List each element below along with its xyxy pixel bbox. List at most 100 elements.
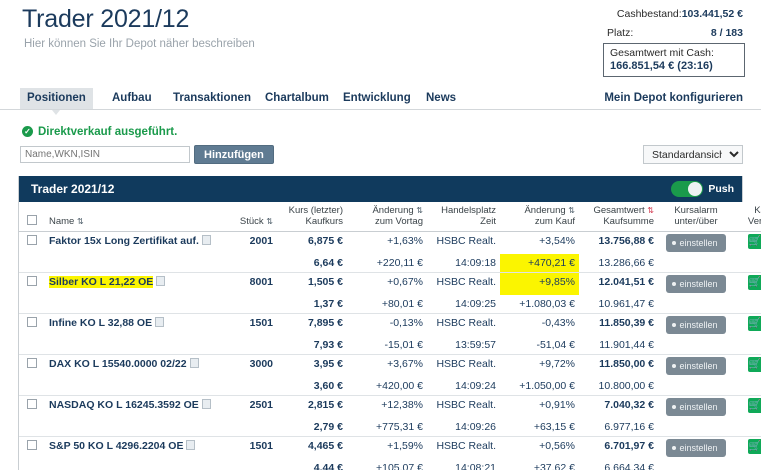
table-row-secondary: 1,37 € +80,01 €14:09:25 +1.080,03 €10.961,… <box>19 295 761 314</box>
tab-news[interactable]: News <box>419 88 463 109</box>
trade-actions-cell[interactable]: 🛒€ <box>734 232 761 255</box>
row-select-cell[interactable] <box>19 355 45 378</box>
instrument-name[interactable]: NASDAQ KO L 16245.3592 OE <box>49 399 199 411</box>
trade-actions-cell[interactable]: 🛒€ <box>734 437 761 460</box>
document-icon[interactable] <box>156 276 166 286</box>
set-alarm-label: einstellen <box>679 361 718 371</box>
buy-cart-icon[interactable]: 🛒 <box>747 275 761 290</box>
document-icon[interactable] <box>201 235 211 245</box>
document-icon[interactable] <box>201 399 211 409</box>
trade-actions-cell[interactable]: 🛒€ <box>734 355 761 378</box>
sort-icon[interactable]: ⇅ <box>416 206 423 215</box>
row-select-cell[interactable] <box>19 314 45 337</box>
push-toggle-group[interactable]: Push <box>671 181 734 197</box>
buy-cart-icon[interactable]: 🛒 <box>747 234 761 249</box>
zeit-value: 14:08:21 <box>427 459 500 470</box>
push-toggle[interactable] <box>671 181 704 197</box>
set-alarm-button[interactable]: einstellen <box>666 439 726 457</box>
col-vortag-line2: zum Vortag <box>374 216 423 227</box>
trade-actions-cell[interactable]: 🛒€ <box>734 396 761 419</box>
row-select-cell[interactable] <box>19 232 45 255</box>
row-select-cell[interactable] <box>19 396 45 419</box>
kursalarm-cell[interactable]: einstellen <box>658 396 734 419</box>
instrument-name[interactable]: Faktor 15x Long Zertifikat auf. <box>49 235 199 247</box>
sort-icon[interactable]: ⇅ <box>568 206 575 215</box>
kurs-letzter-value: 4,465 € <box>307 440 343 452</box>
tab-chartalbum[interactable]: Chartalbum <box>258 88 336 109</box>
positions-table: Name ⇅ Stück ⇅ Kurs (letzter) Kaufkurs Ä… <box>19 202 761 470</box>
document-icon[interactable] <box>155 317 165 327</box>
kurs-letzter-value: 3,95 € <box>313 358 343 370</box>
col-kaufverkauf-line2: Verkauf <box>747 216 761 227</box>
kursalarm-cell[interactable]: einstellen <box>658 355 734 378</box>
row-checkbox[interactable] <box>27 399 37 409</box>
row-checkbox[interactable] <box>27 235 37 245</box>
cash-balance-label: Cashbestand: <box>616 8 682 20</box>
trade-actions-cell[interactable]: 🛒€ <box>734 314 761 337</box>
sort-icon[interactable]: ⇅ <box>266 217 273 226</box>
row-select-cell[interactable] <box>19 437 45 460</box>
configure-depot-link[interactable]: Mein Depot konfigurieren <box>604 92 743 104</box>
kauf-pct-value: +9,72% <box>539 358 575 370</box>
col-select-all[interactable] <box>19 202 45 232</box>
stueck-value: 2001 <box>249 235 273 247</box>
kursalarm-cell[interactable]: einstellen <box>658 437 734 460</box>
add-button[interactable]: Hinzufügen <box>194 145 274 164</box>
status-message: ✓ Direktverkauf ausgeführt. <box>22 126 177 138</box>
view-select[interactable]: Standardansicht <box>643 145 743 164</box>
set-alarm-button[interactable]: einstellen <box>666 275 726 293</box>
document-icon[interactable] <box>189 358 199 368</box>
buy-cart-icon[interactable]: 🛒 <box>747 439 761 454</box>
buy-cart-icon[interactable]: 🛒 <box>747 316 761 331</box>
instrument-name[interactable]: Silber KO L 21,22 OE <box>49 276 154 288</box>
set-alarm-button[interactable]: einstellen <box>666 234 726 252</box>
table-body: Faktor 15x Long Zertifikat auf. 2001 6,875… <box>19 232 761 470</box>
vortag-abs-value: +105,07 € <box>347 459 427 470</box>
col-gesamtwert[interactable]: Gesamtwert ⇅ Kaufsumme <box>579 202 658 232</box>
panel-title: Trader 2021/12 <box>31 182 115 196</box>
col-name[interactable]: Name ⇅ <box>45 202 221 232</box>
vortag-pct-value: -0,13% <box>389 317 423 329</box>
kauf-pct-value: +9,85% <box>500 272 579 295</box>
col-kauf[interactable]: Änderung ⇅ zum Kauf <box>500 202 579 232</box>
tab-transaktionen[interactable]: Transaktionen <box>166 88 258 109</box>
instrument-name[interactable]: DAX KO L 15540.0000 02/22 <box>49 358 187 370</box>
set-alarm-button[interactable]: einstellen <box>666 398 726 416</box>
tab-label: Aufbau <box>112 92 152 104</box>
kaufsumme-value: 6.664,34 € <box>579 459 658 470</box>
instrument-name[interactable]: Infine KO L 32,88 OE <box>49 317 153 329</box>
vortag-abs-value: +420,00 € <box>347 377 427 396</box>
row-checkbox[interactable] <box>27 276 37 286</box>
row-checkbox[interactable] <box>27 358 37 368</box>
vortag-abs-value: +220,11 € <box>347 254 427 273</box>
search-input[interactable] <box>20 146 190 163</box>
sort-icon[interactable]: ⇅ <box>76 217 84 226</box>
buy-cart-icon[interactable]: 🛒 <box>747 398 761 413</box>
trade-actions-cell[interactable]: 🛒€ <box>734 273 761 296</box>
row-select-cell[interactable] <box>19 273 45 296</box>
kursalarm-cell[interactable]: einstellen <box>658 314 734 337</box>
set-alarm-button[interactable]: einstellen <box>666 316 726 334</box>
tab-positionen[interactable]: Positionen <box>20 88 93 115</box>
vortag-abs-value: +80,01 € <box>347 295 427 314</box>
col-kurs: Kurs (letzter) Kaufkurs <box>277 202 347 232</box>
tab-label: Chartalbum <box>265 92 329 104</box>
kursalarm-cell[interactable]: einstellen <box>658 232 734 255</box>
kaufsumme-value: 6.977,16 € <box>579 418 658 437</box>
select-all-checkbox[interactable] <box>27 215 37 225</box>
buy-cart-icon[interactable]: 🛒 <box>747 357 761 372</box>
tab-entwicklung[interactable]: Entwicklung <box>336 88 418 109</box>
document-icon[interactable] <box>186 440 196 450</box>
col-vortag[interactable]: Änderung ⇅ zum Vortag <box>347 202 427 232</box>
col-name-label: Name <box>49 216 75 227</box>
set-alarm-button[interactable]: einstellen <box>666 357 726 375</box>
kursalarm-cell[interactable]: einstellen <box>658 273 734 296</box>
row-checkbox[interactable] <box>27 440 37 450</box>
row-checkbox[interactable] <box>27 317 37 327</box>
handelsplatz-value: HSBC Realt. <box>436 399 496 411</box>
sort-icon[interactable]: ⇅ <box>647 206 654 215</box>
instrument-name[interactable]: S&P 50 KO L 4296.2204 OE <box>49 440 184 452</box>
tab-aufbau[interactable]: Aufbau <box>105 88 159 109</box>
col-stueck[interactable]: Stück ⇅ <box>221 202 277 232</box>
